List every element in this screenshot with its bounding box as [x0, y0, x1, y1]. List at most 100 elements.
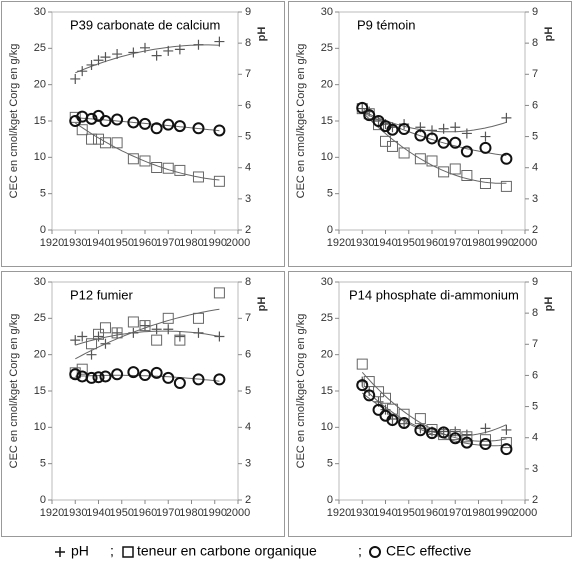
x-tick-label: 1990: [490, 237, 514, 249]
y2-tick-label: 8: [532, 307, 538, 319]
cec-point: [356, 101, 369, 114]
cec-point: [449, 136, 462, 149]
y2-tick-label: 7: [245, 68, 251, 80]
ph-point: [214, 36, 225, 47]
y2-tick-label: 8: [532, 37, 538, 49]
carbon-point: [192, 312, 204, 324]
cec-point: [363, 389, 376, 402]
cec-point: [162, 371, 175, 384]
carbon-point: [86, 338, 98, 350]
y2-tick-label: 9: [245, 6, 251, 18]
y2-tick-label: 9: [532, 276, 538, 288]
panel-border: [288, 271, 572, 537]
y-tick-label: 15: [321, 385, 333, 397]
x-tick-label: 1960: [133, 237, 157, 249]
cec-point: [162, 118, 175, 131]
ph-point: [480, 423, 491, 434]
x-tick-label: 1950: [397, 507, 421, 519]
ph-point: [93, 55, 104, 66]
y2-tick-label: 8: [245, 37, 251, 49]
ph-point: [193, 327, 204, 338]
cec-point: [449, 432, 462, 445]
carbon-point: [386, 140, 398, 152]
y-tick-label: 10: [321, 421, 333, 433]
ph-point: [77, 331, 88, 342]
x-tick-label: 1980: [466, 507, 490, 519]
cec-point: [460, 436, 473, 449]
carbon-point: [380, 392, 391, 404]
x-tick-label: 2000: [513, 237, 537, 249]
cec-point: [479, 141, 492, 154]
y-tick-label: 25: [34, 42, 46, 54]
cec-point: [213, 373, 226, 386]
y-tick-label: 20: [321, 349, 333, 361]
y2-tick-label: 6: [245, 99, 251, 111]
cec-point: [213, 124, 226, 137]
carbon-point: [69, 111, 81, 123]
carbon-point: [356, 358, 368, 370]
carbon-point: [139, 320, 151, 332]
cec-point: [192, 122, 205, 135]
ph-point: [77, 66, 88, 77]
y-tick-label: 5: [40, 188, 46, 200]
y-tick-label: 30: [34, 6, 46, 18]
ph-point: [151, 324, 162, 335]
cec-point: [150, 122, 163, 135]
x-tick-label: 1970: [156, 237, 180, 249]
cec-point: [150, 366, 163, 379]
carbon-point: [99, 322, 111, 334]
cec-point: [414, 129, 427, 142]
ph-point: [128, 47, 139, 58]
legend-label: teneur en carbone organique: [137, 543, 317, 559]
y-tick-label: 20: [34, 79, 46, 91]
y2-tick-label: 2: [532, 494, 538, 506]
y2-tick-label: 9: [532, 6, 538, 18]
y-tick-label: 30: [34, 276, 46, 288]
x-tick-label: 1980: [466, 237, 490, 249]
carbon-point: [449, 163, 461, 175]
y-tick-label: 10: [34, 421, 46, 433]
y-tick-label: 15: [34, 385, 46, 397]
legend-separator: ;: [358, 543, 362, 559]
carbon-point: [162, 162, 174, 174]
y-tick-label: 5: [327, 458, 333, 470]
carbon-point: [449, 429, 461, 441]
cec-point: [414, 424, 427, 437]
cec-point: [437, 136, 450, 149]
y-tick-label: 5: [327, 188, 333, 200]
chart-title: P9 témoin: [357, 17, 416, 32]
ph-point: [86, 349, 97, 360]
trend-line: [75, 44, 220, 74]
cec-point: [398, 122, 411, 135]
y2-tick-label: 4: [245, 421, 251, 433]
y2-tick-label: 2: [245, 224, 251, 236]
cec-point: [111, 368, 124, 381]
x-tick-label: 1970: [156, 507, 180, 519]
y2-axis-title: pH: [256, 297, 268, 312]
x-tick-label: 1950: [110, 507, 134, 519]
carbon-point: [213, 287, 225, 299]
chart-title: P39 carbonate de calcium: [70, 17, 220, 32]
carbon-point: [213, 175, 225, 187]
x-tick-label: 1980: [179, 507, 203, 519]
ph-point: [480, 131, 491, 142]
legend-marker: [55, 547, 65, 557]
y2-tick-label: 5: [532, 130, 538, 142]
y-tick-label: 25: [34, 312, 46, 324]
legend-separator: ;: [110, 543, 114, 559]
x-tick-label: 2000: [513, 507, 537, 519]
carbon-point: [192, 171, 204, 183]
cec-point: [386, 123, 399, 136]
plot-frame: [51, 281, 239, 501]
ph-point: [100, 52, 111, 63]
y2-tick-label: 3: [532, 463, 538, 475]
cec-point: [500, 443, 513, 456]
ph-point: [128, 327, 139, 338]
carbon-point: [426, 155, 438, 167]
ph-point: [461, 128, 472, 139]
y-tick-label: 30: [321, 276, 333, 288]
trend-line: [75, 122, 220, 181]
cec-point: [398, 416, 411, 429]
y2-tick-label: 5: [245, 130, 251, 142]
